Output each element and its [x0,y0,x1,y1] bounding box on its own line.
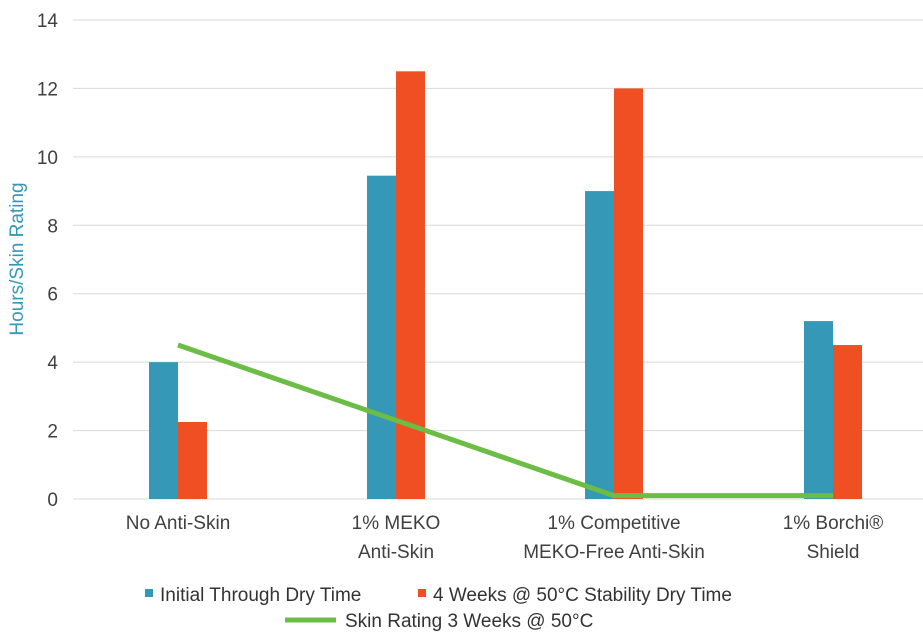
bar-initial-dry-time [804,321,833,499]
y-tick-label: 6 [47,285,58,306]
bar-initial-dry-time [367,175,396,500]
x-category-label: MEKO-Free Anti-Skin [523,542,705,563]
skin-rating-line [177,342,833,499]
x-category-label: Shield [807,542,860,563]
legend: Initial Through Dry Time 4 Weeks @ 50°C S… [145,585,732,632]
bar-stability-dry-time [614,88,643,499]
bar-initial-dry-time [149,362,178,499]
y-tick-label: 12 [37,79,58,100]
x-category-label: Anti-Skin [358,542,434,563]
legend-label-stability-dry-time: 4 Weeks @ 50°C Stability Dry Time [433,585,732,606]
y-axis-title: Hours/Skin Rating [7,182,28,335]
y-tick-label: 2 [47,422,58,443]
legend-swatch-initial-dry-time [145,589,153,597]
x-category-label: 1% Competitive [547,513,680,534]
x-category-label: No Anti-Skin [126,513,231,534]
legend-label-skin-rating: Skin Rating 3 Weeks @ 50°C [345,611,593,632]
gridlines [73,19,923,500]
bar-initial-dry-time [585,191,614,500]
y-tick-label: 10 [37,148,58,169]
x-category-label: 1% MEKO [352,513,441,534]
x-category-label: 1% Borchi® [783,513,884,534]
bar-stability-dry-time [396,71,425,500]
y-tick-label: 8 [47,216,58,237]
legend-swatch-stability-dry-time [418,589,426,597]
y-tick-label: 14 [37,11,59,32]
y-axis-tick-labels: 0 2 4 6 8 10 12 14 [37,11,59,511]
bars [149,71,862,500]
y-tick-label: 0 [47,490,58,511]
legend-label-initial-dry-time: Initial Through Dry Time [160,585,361,606]
x-axis-category-labels: No Anti-Skin 1% MEKO Anti-Skin 1% Competiti… [126,513,884,563]
bar-stability-dry-time [178,422,207,499]
line-series [177,342,833,499]
bar-stability-dry-time [833,345,862,499]
y-tick-label: 4 [47,353,58,374]
